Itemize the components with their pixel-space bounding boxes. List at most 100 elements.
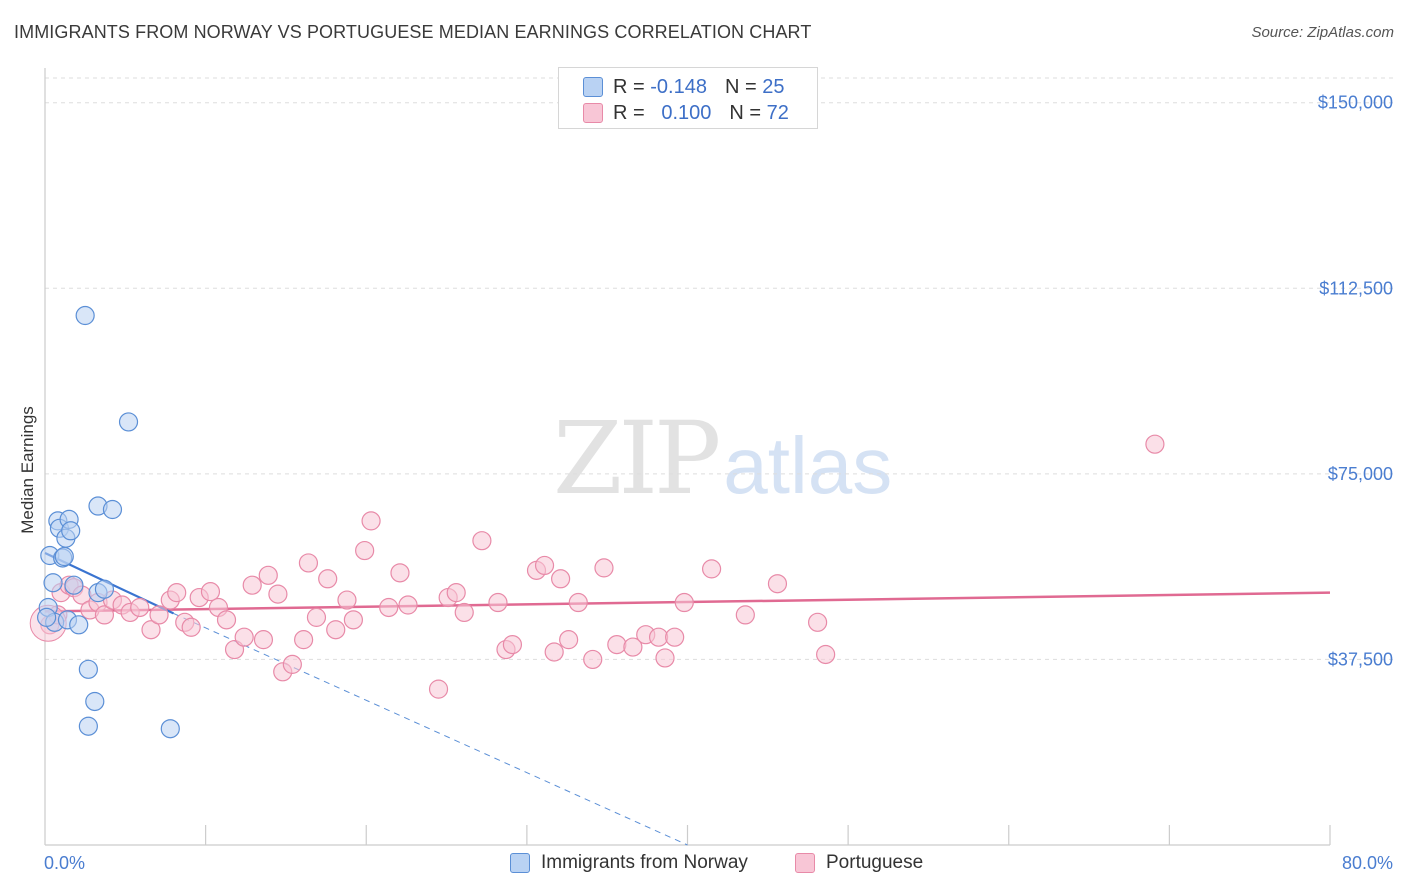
legend-r-label: R = — [613, 75, 645, 98]
point-portuguese — [242, 575, 262, 595]
series-legend: Immigrants from Norway Portuguese — [0, 852, 1406, 878]
point-portuguese — [141, 620, 161, 640]
point-norway — [78, 659, 98, 679]
series-legend-portuguese[interactable]: Portuguese — [795, 852, 923, 874]
point-portuguese — [488, 592, 508, 613]
y-tick-label: $75,000 — [1328, 464, 1393, 484]
point-portuguese — [398, 595, 418, 615]
chart-title: IMMIGRANTS FROM NORWAY VS PORTUGUESE MED… — [14, 22, 812, 42]
point-portuguese — [337, 590, 357, 610]
point-portuguese — [298, 553, 319, 573]
legend-r-label: R = — [613, 101, 645, 124]
point-portuguese — [318, 569, 338, 589]
point-norway — [69, 615, 89, 635]
stats-legend: R = -0.148 N = 25 R = 0.100 N = 72 — [558, 67, 818, 129]
x-tick-label: 80.0% — [1342, 853, 1393, 873]
point-portuguese — [343, 610, 363, 630]
point-portuguese — [534, 555, 555, 576]
legend-n-label: N = — [729, 101, 762, 124]
axes — [44, 68, 1331, 846]
point-portuguese — [294, 630, 314, 650]
point-portuguese — [568, 592, 588, 613]
point-portuguese — [181, 617, 201, 637]
point-norway — [54, 546, 74, 567]
point-portuguese — [268, 584, 288, 604]
series-legend-norway[interactable]: Immigrants from Norway — [510, 852, 748, 874]
y-tick-label: $112,500 — [1319, 278, 1393, 298]
legend-n-value: 25 — [762, 75, 785, 98]
point-portuguese — [200, 582, 221, 602]
legend-row-norway: R = -0.148 N = 25 — [583, 74, 784, 100]
y-tick-label: $37,500 — [1328, 649, 1393, 669]
point-portuguese — [234, 627, 254, 647]
legend-r-value: -0.148 — [650, 75, 707, 98]
point-norway — [85, 691, 105, 712]
legend-swatch-norway — [583, 77, 603, 97]
point-portuguese — [253, 630, 274, 650]
point-portuguese — [390, 563, 410, 583]
point-norway — [118, 412, 139, 432]
legend-row-portuguese: R = 0.100 N = 72 — [583, 100, 789, 126]
series-swatch-norway — [510, 853, 530, 873]
point-portuguese — [149, 605, 169, 625]
series-label-norway: Immigrants from Norway — [541, 852, 748, 873]
data-points — [29, 305, 1165, 739]
point-norway — [37, 607, 57, 627]
point-norway — [43, 573, 63, 593]
legend-r-value: 0.100 — [661, 101, 712, 124]
point-portuguese — [454, 602, 474, 623]
watermark-atlas: atlas — [723, 421, 893, 510]
legend-swatch-portuguese — [583, 103, 603, 123]
point-portuguese — [130, 597, 150, 618]
x-tick-label: 0.0% — [44, 853, 85, 873]
point-portuguese — [1145, 434, 1165, 454]
watermark-zip: ZIP — [553, 400, 721, 517]
point-portuguese — [583, 649, 603, 670]
tick-labels: $37,500 $75,000 $112,500 $150,000 0.0% 80.0% — [44, 93, 1393, 873]
point-portuguese — [655, 648, 675, 668]
point-portuguese — [446, 583, 466, 603]
point-portuguese — [816, 644, 836, 665]
point-portuguese — [282, 654, 302, 674]
series-label-portuguese: Portuguese — [826, 852, 924, 873]
point-portuguese — [701, 559, 722, 579]
point-portuguese — [379, 597, 399, 618]
point-portuguese — [502, 634, 523, 655]
series-swatch-portuguese — [795, 853, 815, 873]
point-norway — [160, 719, 180, 739]
point-portuguese — [808, 612, 828, 632]
point-portuguese — [428, 679, 449, 699]
point-portuguese — [594, 558, 614, 578]
point-portuguese — [544, 642, 564, 662]
watermark: ZIPatlas — [553, 400, 892, 517]
point-portuguese — [94, 605, 115, 625]
point-portuguese — [216, 610, 237, 630]
point-portuguese — [258, 565, 278, 585]
point-portuguese — [355, 540, 375, 561]
y-tick-label: $150,000 — [1318, 93, 1393, 113]
point-norway — [102, 499, 123, 520]
legend-n-value: 72 — [766, 101, 789, 124]
point-portuguese — [767, 574, 788, 594]
point-norway — [64, 575, 84, 595]
trend-line-norway-extension — [173, 612, 688, 846]
point-portuguese — [551, 569, 571, 589]
legend-n-label: N = — [724, 75, 757, 98]
point-portuguese — [472, 531, 492, 551]
point-portuguese — [648, 627, 669, 647]
point-portuguese — [607, 634, 627, 655]
point-norway — [61, 521, 81, 541]
point-portuguese — [361, 511, 381, 531]
point-norway — [94, 579, 115, 599]
point-portuguese — [326, 620, 346, 640]
point-portuguese — [735, 605, 755, 625]
point-portuguese — [674, 592, 694, 613]
point-portuguese — [167, 583, 187, 603]
point-portuguese — [665, 627, 685, 647]
source-label: Source: ZipAtlas.com — [1251, 24, 1394, 41]
point-norway — [75, 305, 95, 326]
point-portuguese — [306, 607, 327, 627]
point-portuguese — [559, 630, 579, 650]
point-norway — [78, 716, 98, 736]
